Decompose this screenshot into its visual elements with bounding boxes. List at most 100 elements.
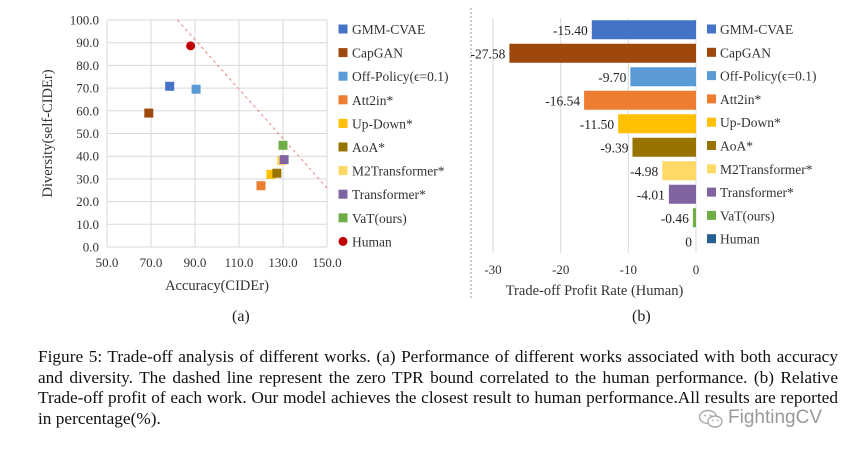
x-tick-label: -30 — [484, 262, 501, 277]
figure-canvas: 0.0 10.0 20.0 30.0 40.0 50.0 60.0 70.0 80.0 90.0 1… — [40, 8, 816, 300]
subplot-label-a: (a) — [232, 308, 250, 325]
x-tick-label: 110.0 — [225, 255, 254, 270]
legend-marker — [707, 24, 716, 34]
bar — [630, 67, 696, 87]
legend-marker — [338, 189, 348, 199]
scatter-point — [165, 81, 175, 91]
legend-label: Human — [720, 232, 760, 247]
y-tick-label: 50.0 — [76, 126, 99, 141]
bar-value-label: -16.54 — [545, 93, 580, 108]
scatter-point — [191, 84, 201, 94]
x-tick-label: 70.0 — [140, 255, 163, 270]
bar — [692, 208, 696, 228]
legend-marker — [707, 164, 716, 174]
legend-label: M2Transformer* — [352, 164, 445, 179]
legend-marker — [338, 118, 348, 128]
x-tick-label: -10 — [620, 262, 637, 277]
legend-label: Human — [352, 234, 392, 249]
legend-label: Transformer* — [720, 185, 794, 200]
bar-value-label: -4.98 — [630, 164, 658, 179]
bar-value-label: 0 — [685, 234, 692, 249]
legend-marker — [338, 95, 348, 105]
y-tick-label: 30.0 — [76, 171, 99, 186]
legend-label: VaT(ours) — [720, 208, 775, 223]
legend-marker — [707, 187, 716, 197]
legend-label: M2Transformer* — [720, 162, 813, 177]
bar — [584, 90, 696, 110]
bar — [668, 184, 696, 204]
y-tick-label: 90.0 — [76, 35, 99, 50]
bar-value-label: -4.01 — [637, 187, 665, 202]
legend-label: Off-Policy(ϵ=0.1) — [720, 69, 816, 84]
bar-value-label: -9.39 — [600, 140, 628, 155]
bar-value-label: -11.50 — [580, 117, 615, 132]
legend-label: Att2in* — [352, 93, 394, 108]
legend-label: GMM-CVAE — [352, 22, 425, 37]
y-tick-label: 100.0 — [70, 13, 99, 28]
bar — [662, 161, 696, 181]
legend-marker — [707, 234, 716, 244]
bar-chart: -30 -20 -10 0 Trade-off Profit Rate (Human) -… — [471, 18, 700, 299]
scatter-point — [144, 108, 154, 118]
legend-label: VaT(ours) — [352, 211, 407, 226]
legend-marker — [707, 141, 716, 150]
scatter-chart: 0.0 10.0 20.0 30.0 40.0 50.0 60.0 70.0 80.0 90.0 1… — [40, 13, 342, 295]
y-tick-label: 60.0 — [76, 103, 99, 118]
x-tick-label: 130.0 — [268, 255, 297, 270]
legend-label: Off-Policy(ϵ=0.1) — [352, 69, 448, 84]
bar-value-label: -27.58 — [471, 46, 506, 61]
x-tick-label: 0 — [693, 262, 700, 277]
y-tick-label: 40.0 — [76, 149, 99, 164]
x-tick-label: 150.0 — [312, 255, 341, 270]
legend-label: AoA* — [720, 139, 753, 154]
legend-label: Up-Down* — [352, 116, 413, 131]
wechat-icon — [698, 409, 723, 428]
zero-tpr-line — [177, 19, 328, 189]
scatter-point — [278, 140, 288, 150]
y-tick-label: 0.0 — [83, 240, 99, 255]
legend-marker — [707, 117, 716, 127]
legend-label: Up-Down* — [720, 115, 781, 130]
figure-caption: Figure 5: Trade-off analysis of differen… — [38, 347, 838, 428]
legend-marker — [707, 47, 716, 57]
y-tick-label: 20.0 — [76, 194, 99, 209]
bar-value-label: -15.40 — [553, 23, 588, 38]
x-axis-title: Trade-off Profit Rate (Human) — [506, 283, 684, 299]
y-tick-label: 70.0 — [76, 81, 99, 96]
legend-marker — [338, 166, 348, 176]
subplot-label-b: (b) — [632, 308, 651, 325]
scatter-point-human — [186, 41, 196, 51]
watermark-text: FightingCV — [728, 407, 822, 428]
x-tick-label: -20 — [552, 262, 569, 277]
scatter-point — [256, 181, 266, 191]
x-tick-label: 90.0 — [184, 255, 207, 270]
legend-marker — [338, 24, 348, 34]
legend-marker — [338, 71, 348, 81]
legend-label: AoA* — [352, 140, 385, 155]
y-tick-label: 80.0 — [76, 58, 99, 73]
legend-label: Transformer* — [352, 187, 426, 202]
scatter-point — [279, 155, 289, 165]
legend-marker — [338, 142, 348, 152]
scatter-point — [266, 169, 276, 179]
y-axis-title: Diversity(self-CIDEr) — [40, 69, 56, 197]
legend-marker — [707, 210, 716, 220]
bar-legend: GMM-CVAE CapGAN Off-Policy(ϵ=0.1) Att2in* Up… — [707, 22, 816, 247]
bar — [509, 43, 696, 63]
scatter-legend: GMM-CVAE CapGAN Off-Policy(ϵ=0.1) Att2in* Up… — [338, 22, 448, 249]
bar-value-label: -9.70 — [598, 70, 626, 85]
y-tick-label: 10.0 — [76, 217, 99, 232]
x-tick-label: 50.0 — [96, 255, 119, 270]
legend-label: CapGAN — [720, 45, 771, 60]
bar-value-label: -0.46 — [661, 211, 689, 226]
legend-label: CapGAN — [352, 46, 403, 61]
legend-marker — [338, 48, 348, 58]
legend-marker — [707, 71, 716, 81]
scatter-point — [272, 168, 282, 178]
legend-marker — [338, 213, 348, 223]
x-axis-title: Accuracy(CIDEr) — [165, 278, 269, 294]
bar — [591, 20, 696, 40]
legend-label: Att2in* — [720, 92, 762, 107]
legend-marker — [338, 236, 348, 246]
bar — [618, 114, 696, 134]
